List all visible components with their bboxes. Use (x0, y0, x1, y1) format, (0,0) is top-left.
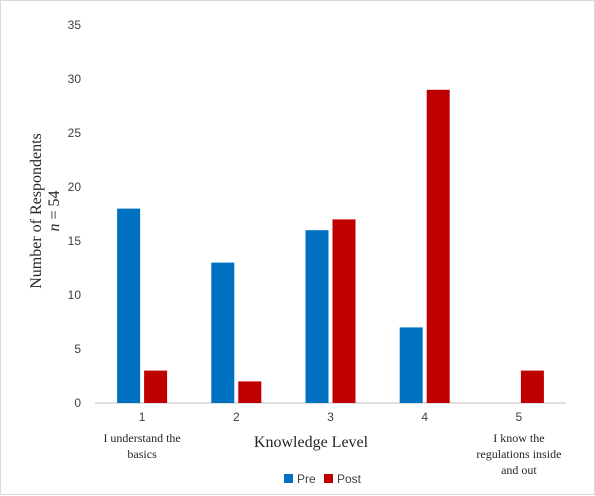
legend-swatch-post (324, 474, 333, 483)
y-axis-title-group: Number of Respondents n = 54 (28, 133, 63, 289)
bar-pre-3 (305, 230, 329, 403)
bar-post-5 (520, 370, 544, 403)
bar-post-4 (426, 89, 450, 404)
x-tick-label: 1 (139, 410, 146, 424)
category-note-line: basics (127, 447, 157, 461)
x-tick-label: 4 (421, 410, 428, 424)
legend-label-pre: Pre (297, 472, 316, 486)
y-axis-title: Number of Respondents (28, 133, 45, 289)
category-note-line: I understand the (103, 431, 180, 445)
y-axis-subtitle-value: = 54 (46, 190, 63, 223)
legend-swatch-pre (284, 474, 293, 483)
y-tick-label: 10 (68, 288, 82, 302)
category-note-line: regulations inside (476, 447, 561, 461)
bar-post-2 (238, 381, 262, 403)
x-tick-label: 3 (327, 410, 334, 424)
x-axis-ticks: 1 2 3 4 5 (139, 410, 523, 424)
bar-pre-2 (211, 262, 235, 403)
bars (117, 89, 544, 404)
legend: Pre Post (284, 472, 362, 486)
bar-pre-1 (117, 208, 141, 403)
y-axis-subtitle-n: n (46, 224, 63, 232)
y-tick-label: 20 (68, 180, 82, 194)
y-tick-label: 0 (74, 396, 81, 410)
y-tick-label: 5 (74, 342, 81, 356)
bar-post-1 (144, 370, 168, 403)
y-axis-ticks: 0 5 10 15 20 25 30 35 (68, 18, 82, 410)
y-tick-label: 35 (68, 18, 82, 32)
bar-post-3 (332, 219, 356, 403)
legend-label-post: Post (337, 472, 362, 486)
x-tick-label: 5 (516, 410, 523, 424)
y-axis-subtitle: n = 54 (46, 190, 63, 231)
x-axis-title: Knowledge Level (254, 434, 369, 451)
y-tick-label: 25 (68, 126, 82, 140)
bar-pre-4 (399, 327, 423, 403)
y-tick-label: 30 (68, 72, 82, 86)
x-tick-label: 2 (233, 410, 240, 424)
y-tick-label: 15 (68, 234, 82, 248)
category-note-line: and out (501, 463, 537, 477)
category-notes: I understand the basics I know the regulati… (103, 431, 561, 477)
category-note-line: I know the (493, 431, 544, 445)
